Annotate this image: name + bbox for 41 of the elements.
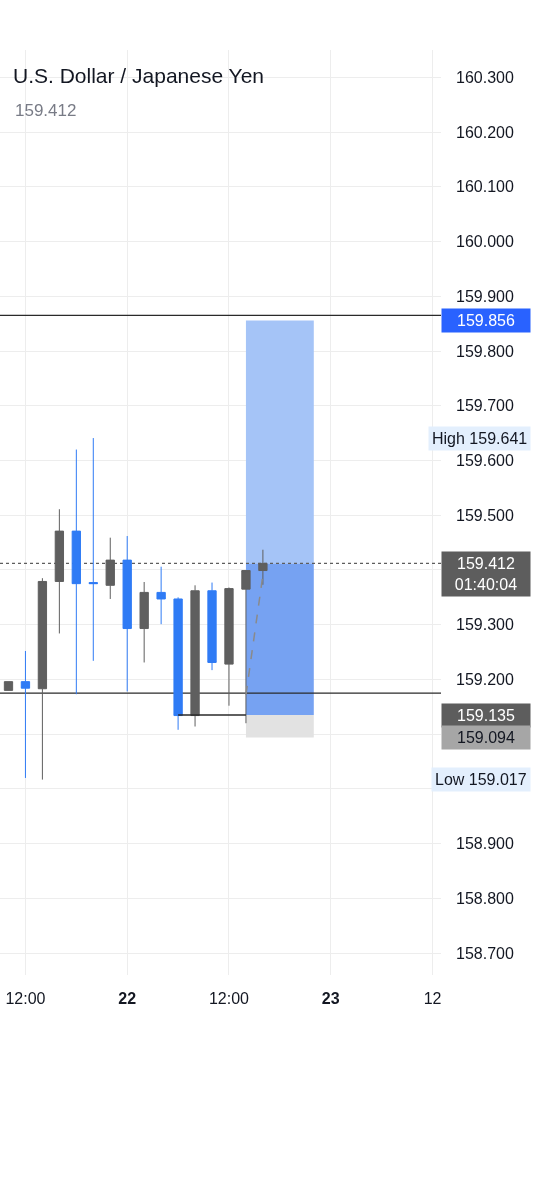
candlestick — [258, 549, 268, 586]
candlestick — [122, 535, 132, 692]
candlestick — [207, 582, 217, 671]
annotation: Low 159.017 — [435, 771, 527, 788]
y-tick-label: 160.100 — [456, 178, 514, 196]
y-tick-label: 158.700 — [456, 944, 514, 962]
y-tick-label: 159.700 — [456, 397, 514, 415]
candlestick — [224, 586, 234, 707]
ref-line-label: 159.412 01:40:04 — [454, 555, 518, 593]
x-tick-label: 12:00 — [5, 990, 46, 1007]
candlestick — [88, 437, 98, 662]
text: 159.856 — [457, 312, 515, 329]
y-tick-label: 159.800 — [456, 342, 514, 360]
text: 159.135 — [457, 707, 515, 724]
x-tick-label: 12:00 — [208, 990, 250, 1007]
text: U.S. Dollar / Japanese Yen — [13, 64, 264, 88]
candlestick — [139, 581, 149, 663]
y-tick-label: 159.500 — [456, 506, 514, 524]
y-tick-label: 159.900 — [456, 287, 514, 305]
y-tick-label: 159.300 — [456, 616, 514, 634]
y-tick-label: 160.000 — [456, 233, 514, 251]
x-tick-label: 23 — [321, 990, 340, 1007]
candlestick — [156, 566, 166, 625]
x-tick-label: 22 — [118, 990, 137, 1007]
text: 159.412 — [15, 101, 77, 120]
y-tick-label: 159.600 — [456, 452, 514, 470]
y-tick-label: 159.200 — [456, 671, 514, 689]
annotation: High 159.641 — [432, 430, 528, 447]
candlestick — [190, 584, 200, 728]
text: 159.094 — [457, 729, 515, 746]
x-tick-label: 12 — [423, 990, 442, 1007]
candlestick — [241, 570, 251, 724]
y-tick-label: 160.200 — [456, 123, 514, 141]
y-tick-label: 160.300 — [456, 68, 514, 86]
candlestick — [20, 650, 31, 779]
candlestick — [3, 681, 14, 691]
candlestick — [37, 577, 48, 781]
y-tick-label: 158.800 — [456, 889, 514, 907]
y-tick-label: 158.900 — [456, 835, 514, 853]
candlestick — [173, 596, 183, 731]
candlestick — [71, 449, 81, 695]
